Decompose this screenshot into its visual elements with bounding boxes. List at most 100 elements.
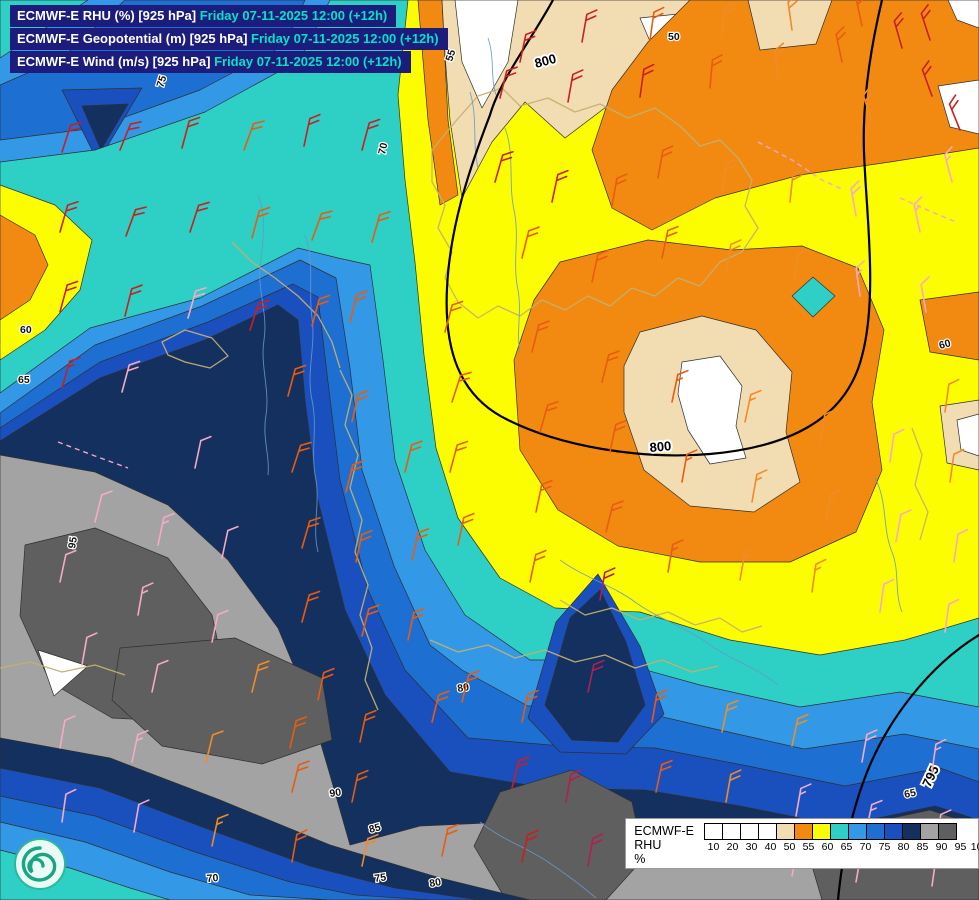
rivers [257, 37, 903, 899]
wind-barb [609, 419, 627, 453]
wind-barb [774, 42, 785, 79]
wind-barb [133, 799, 150, 833]
wind-barb [862, 86, 873, 123]
rh-contour-label: 75 [154, 74, 169, 89]
legend-title: ECMWF-E RHU % [634, 823, 704, 866]
wind-barb [850, 180, 861, 217]
wind-barb [301, 516, 321, 549]
wind-barb [94, 490, 113, 523]
wind-barb [511, 756, 530, 789]
legend-param: RHU [634, 838, 662, 852]
wind-barb [221, 525, 239, 559]
wind-barb [345, 460, 364, 493]
wind-barb [931, 738, 947, 773]
legend-cell [902, 823, 921, 840]
wind-barb [444, 300, 464, 333]
header-rhu-label: ECMWF-E RHU (%) [925 hPa] [17, 8, 197, 23]
legend-strip [704, 823, 970, 840]
wind-barb [521, 829, 539, 863]
wind-barb [744, 389, 762, 423]
wind-barb [565, 769, 582, 803]
legend-cell [704, 823, 723, 840]
wind-barb [211, 609, 229, 643]
wind-barb [739, 547, 756, 581]
map-header: ECMWF-E RHU (%) [925 hPa] Friday 07-11-2… [10, 5, 448, 74]
header-wind-label: ECMWF-E Wind (m/s) [925 hPa] [17, 54, 211, 69]
rh-contour-label: 80 [428, 876, 442, 890]
wind-barb [819, 409, 836, 443]
legend-labels: 10 20 30 40 50 55 60 65 70 75 80 85 90 95100 [704, 840, 979, 853]
legend-edge-label: 80 [897, 841, 910, 853]
wind-barb [355, 529, 373, 563]
wind-barb [889, 428, 905, 463]
legend-edge-label: 50 [783, 841, 796, 853]
wind-barb [81, 632, 98, 666]
header-line-rhu: ECMWF-E RHU (%) [925 hPa] Friday 07-11-2… [10, 5, 397, 27]
rh-contour-label: 55 [443, 48, 458, 63]
wind-barb [835, 26, 846, 63]
legend-cell [740, 823, 759, 840]
header-wind-time: Friday 07-11-2025 12:00 (+12h) [210, 54, 402, 69]
rh-contour-label: 65 [18, 374, 30, 386]
legend-edge-label: 40 [764, 841, 777, 853]
header-line-wind: ECMWF-E Wind (m/s) [925 hPa] Friday 07-1… [10, 51, 411, 73]
wind-barb [787, 0, 798, 31]
wind-barb [949, 448, 965, 483]
wind-barb [311, 294, 331, 327]
wind-barb [59, 280, 79, 313]
wind-barb [205, 730, 224, 763]
rh-contour-label: 60 [20, 324, 32, 336]
wind-barb [795, 783, 812, 817]
wind-barb [599, 567, 616, 601]
wind-barb [124, 284, 143, 317]
wind-barb [371, 210, 391, 243]
wind-barb [953, 528, 969, 563]
wind-barb [944, 378, 960, 413]
latlon-gridlines [57, 141, 957, 469]
wind-barb [721, 699, 739, 733]
wind-barb [725, 239, 742, 273]
wind-barb [721, 158, 737, 193]
legend-edge-label: 30 [745, 841, 758, 853]
rh-contour-label: 70 [376, 142, 390, 156]
wind-barb [639, 63, 655, 98]
site-logo [14, 838, 66, 890]
wind-barb [351, 769, 369, 803]
legend-edge-label: 85 [916, 841, 929, 853]
legend-cell [812, 823, 831, 840]
legend-cell [920, 823, 939, 840]
wind-barb [681, 449, 698, 483]
wind-barb [879, 578, 895, 613]
wind-barb [587, 833, 604, 867]
rh-contour-label: 70 [206, 872, 219, 885]
wind-barb [895, 509, 912, 543]
wind-barb [605, 500, 624, 533]
wind-barb [920, 4, 931, 41]
wind-barb [943, 146, 953, 183]
wind-barb [457, 512, 475, 546]
header-rhu-time: Friday 07-11-2025 12:00 (+12h) [196, 8, 388, 23]
wind-barb [317, 667, 335, 701]
wind-barb [407, 607, 425, 641]
wind-barb [671, 369, 689, 403]
legend-model: ECMWF-E [634, 824, 694, 838]
rh-contour-label: 90 [329, 786, 342, 800]
legend-edge-label: 100 [970, 841, 979, 853]
wind-barb [521, 689, 539, 723]
wind-barb [657, 145, 674, 179]
wind-barb [751, 469, 768, 503]
wind-barb [291, 829, 308, 863]
legend-edge-label: 75 [878, 841, 891, 853]
wind-barb [451, 371, 472, 403]
legend-cell [866, 823, 885, 840]
wind-barb [667, 539, 684, 573]
wind-barb [793, 248, 809, 283]
wind-barb [649, 6, 665, 41]
wind-barb [59, 549, 77, 583]
legend-edge-label: 60 [821, 841, 834, 853]
legend-unit: % [634, 852, 646, 866]
wind-barb [535, 479, 553, 513]
wind-barb [59, 200, 79, 233]
logo-spiral-icon [21, 846, 57, 882]
wind-barb [825, 489, 842, 523]
